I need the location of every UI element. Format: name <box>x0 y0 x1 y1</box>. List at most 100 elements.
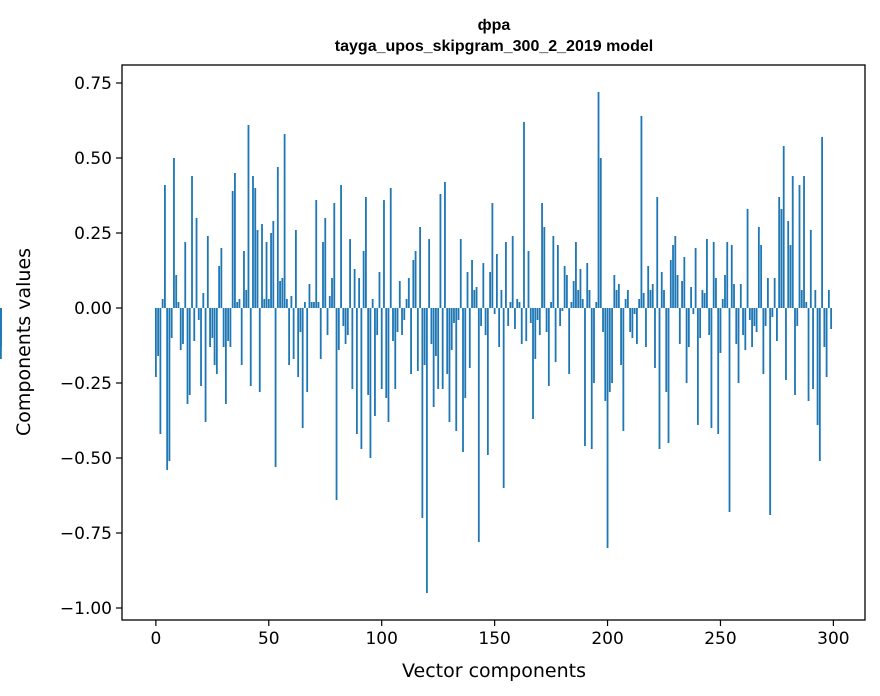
bar-250 <box>719 308 722 353</box>
bar-63 <box>297 308 300 377</box>
bar-87 <box>351 308 354 389</box>
bar-144 <box>480 308 482 326</box>
x-tick-label: 150 <box>478 629 510 649</box>
bar-187 <box>577 290 580 308</box>
bar-141 <box>473 290 476 308</box>
bar-5 <box>166 308 169 470</box>
bar-3 <box>161 299 164 308</box>
bar-274 <box>773 278 776 308</box>
bar-249 <box>717 308 720 434</box>
bar-237 <box>690 287 693 308</box>
bar-82 <box>340 185 342 308</box>
bar-260 <box>742 308 744 335</box>
bar-124 <box>435 308 437 356</box>
bar-34 <box>231 191 234 308</box>
bar-222 <box>656 197 659 308</box>
bar-104 <box>389 188 392 308</box>
bar-258 <box>737 308 740 383</box>
bar-130 <box>448 308 451 422</box>
bar-248 <box>715 278 717 308</box>
bar-244 <box>706 239 708 308</box>
bar-269 <box>762 308 765 374</box>
bar-31 <box>224 308 227 404</box>
bar-263 <box>748 308 751 320</box>
bar-168 <box>534 308 537 359</box>
bar-208 <box>624 299 627 308</box>
bar-155 <box>505 242 507 308</box>
bar-166 <box>529 308 532 323</box>
bar-183 <box>568 308 571 374</box>
bar-39 <box>243 251 245 308</box>
bar-126 <box>439 194 442 308</box>
x-tick-label: 100 <box>365 629 397 649</box>
bar-57 <box>283 134 286 308</box>
bar-234 <box>683 257 686 308</box>
bar-113 <box>410 308 412 374</box>
bar-197 <box>599 158 602 308</box>
bar-85 <box>346 308 349 335</box>
bar-186 <box>575 242 577 308</box>
bar-119 <box>423 308 426 365</box>
bar-290 <box>809 230 812 308</box>
bar-203 <box>613 275 616 308</box>
bar-15 <box>188 308 191 395</box>
bar-265 <box>753 308 756 326</box>
bar-76 <box>326 308 329 335</box>
bar-135 <box>459 239 462 308</box>
bar-262 <box>746 209 749 308</box>
bar-297 <box>825 308 828 377</box>
y-tick-label: −0.75 <box>60 524 112 544</box>
bar-33 <box>229 308 232 347</box>
bar-264 <box>751 308 753 347</box>
bar-74 <box>322 242 324 308</box>
bar-97 <box>374 308 376 416</box>
bar-146 <box>484 308 487 335</box>
y-tick-label: −0.25 <box>60 374 112 394</box>
bar-122 <box>430 308 433 344</box>
bar-278 <box>782 146 785 308</box>
bar-148 <box>489 272 492 308</box>
bar-230 <box>674 236 677 308</box>
bar-118 <box>421 308 424 518</box>
bar-69 <box>310 302 313 308</box>
bar-86 <box>349 239 351 308</box>
bar-165 <box>527 251 530 308</box>
bar-214 <box>638 299 641 308</box>
bar-241 <box>699 308 702 338</box>
bar-182 <box>565 275 568 308</box>
bar-294 <box>818 308 821 461</box>
bar-62 <box>294 230 297 308</box>
y-tick-label: 0.00 <box>74 299 112 319</box>
bar-139 <box>468 308 471 368</box>
bar-207 <box>622 308 625 431</box>
bar-217 <box>645 308 647 347</box>
bar-268 <box>760 245 763 308</box>
bar-131 <box>450 308 453 350</box>
bar-116 <box>416 308 419 371</box>
bar-undefined <box>0 308 2 359</box>
bar-147 <box>486 308 489 455</box>
bar-171 <box>541 203 543 308</box>
bar-221 <box>654 308 656 368</box>
bar-54 <box>276 167 279 308</box>
bar-75 <box>324 218 327 308</box>
y-tick-label: −1.00 <box>60 599 112 619</box>
bar-70 <box>313 302 315 308</box>
bar-106 <box>394 308 397 389</box>
bar-195 <box>595 302 598 308</box>
bar-194 <box>593 308 595 383</box>
bar-218 <box>647 266 650 308</box>
bar-115 <box>414 251 417 308</box>
bar-68 <box>308 284 311 308</box>
bar-288 <box>805 302 808 308</box>
bar-67 <box>306 308 309 392</box>
bar-71 <box>315 200 318 308</box>
bar-142 <box>475 287 478 308</box>
bar-81 <box>337 308 340 350</box>
bar-245 <box>708 308 711 335</box>
bar-143 <box>477 308 480 542</box>
bar-296 <box>823 308 826 347</box>
bar-232 <box>678 308 681 344</box>
bar-78 <box>331 278 333 308</box>
bar-239 <box>694 248 697 308</box>
